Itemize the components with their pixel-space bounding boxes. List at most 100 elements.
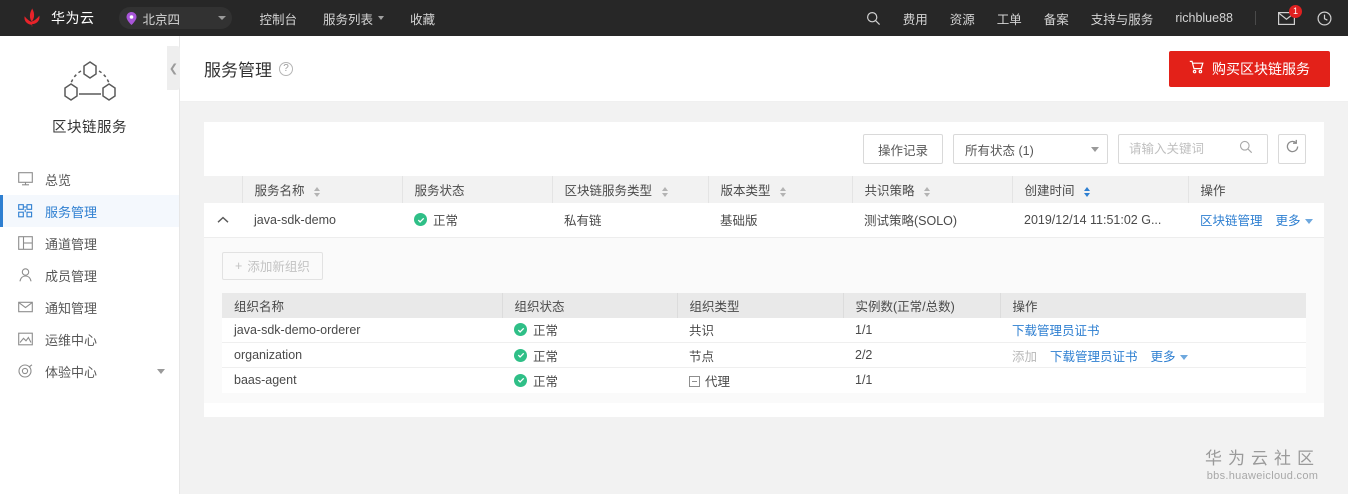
account-username[interactable]: richblue88 (1175, 11, 1233, 25)
col-chain-type[interactable]: 区块链服务类型 (552, 176, 709, 203)
search-icon[interactable] (866, 11, 881, 26)
nav-billing[interactable]: 费用 (902, 12, 928, 27)
nav-icp[interactable]: 备案 (1043, 12, 1069, 27)
service-table-header-row: 服务名称 服务状态 区块链服务类型 版本类型 (204, 176, 1324, 203)
cell-org-type: 共识 (677, 317, 843, 343)
region-selector[interactable]: 北京四 (118, 7, 232, 29)
row-expand-toggle[interactable] (204, 203, 242, 238)
cell-org-name: organization (222, 342, 502, 368)
sidebar-item-label: 运维中心 (45, 332, 98, 348)
agent-box-icon (689, 375, 700, 387)
sort-icon[interactable] (661, 186, 668, 197)
brand-name: 华为云 (51, 10, 95, 26)
status-filter-select[interactable]: 所有状态 (1) (953, 134, 1108, 164)
cell-org-instances: 1/1 (843, 367, 1000, 393)
cell-org-status: 正常 (502, 342, 677, 368)
search-input[interactable] (1129, 142, 1239, 156)
nav-favorites[interactable]: 收藏 (410, 12, 436, 27)
sidebar-item-service-management[interactable]: 服务管理 (0, 195, 179, 227)
blockchain-hexagon-icon (54, 58, 126, 110)
nav-resources[interactable]: 资源 (949, 12, 975, 27)
blockchain-management-link[interactable]: 区块链管理 (1200, 214, 1263, 229)
cell-actions: 区块链管理 更多 (1188, 203, 1324, 238)
cart-icon (1189, 60, 1204, 77)
col-org-name: 组织名称 (222, 292, 503, 318)
search-icon[interactable] (1239, 140, 1253, 159)
sidebar: 区块链服务 总览 服务管理 通道管理 (0, 36, 180, 494)
more-actions-menu[interactable]: 更多 (1276, 210, 1313, 229)
sidebar-item-ops-center[interactable]: 运维中心 (0, 323, 179, 355)
nav-service-list[interactable]: 服务列表 (323, 9, 385, 28)
chevron-down-icon (1179, 354, 1188, 360)
cell-org-name: baas-agent (222, 367, 502, 393)
col-consensus[interactable]: 共识策略 (852, 176, 1013, 203)
chevron-down-icon (1091, 146, 1099, 152)
question-mark-icon[interactable]: ? (279, 61, 293, 76)
nav-console[interactable]: 控制台 (259, 12, 298, 27)
chevron-down-icon (1304, 219, 1313, 225)
plus-icon: + (235, 258, 243, 273)
download-admin-cert-link[interactable]: 下载管理员证书 (1012, 324, 1100, 339)
col-edition[interactable]: 版本类型 (708, 176, 853, 203)
more-actions-menu[interactable]: 更多 (1151, 346, 1188, 365)
main-content: 服务管理 ? 购买区块链服务 操作记录 所有状态 (1) (180, 36, 1348, 494)
col-service-name[interactable]: 服务名称 (242, 176, 403, 203)
status-label: 正常 (533, 324, 559, 339)
status-label: 正常 (533, 374, 559, 389)
organization-table-header-row: 组织名称 组织状态 组织类型 实例数(正常/总数) 操作 (222, 292, 1306, 318)
col-actions: 操作 (1188, 176, 1324, 203)
organization-panel: + 添加新组织 组织名称 组织状态 组织类型 (204, 237, 1324, 403)
refresh-icon (1285, 139, 1300, 159)
cell-org-actions: 下载管理员证书 (1000, 317, 1306, 343)
cell-service-status: 正常 (402, 203, 552, 238)
header-nav-left: 控制台 服务列表 收藏 (260, 9, 436, 28)
buy-blockchain-service-button[interactable]: 购买区块链服务 (1169, 50, 1330, 87)
check-circle-icon (514, 348, 527, 362)
chevron-up-icon (217, 213, 229, 227)
sidebar-item-overview[interactable]: 总览 (0, 163, 179, 195)
sidebar-item-label: 体验中心 (45, 364, 98, 380)
sort-icon[interactable] (780, 186, 786, 197)
sidebar-item-channel-management[interactable]: 通道管理 (0, 227, 179, 259)
col-org-instances: 实例数(正常/总数) (843, 292, 1001, 318)
nav-tickets[interactable]: 工单 (996, 12, 1022, 27)
sidebar-item-member-management[interactable]: 成员管理 (0, 259, 179, 291)
sort-icon[interactable] (314, 186, 320, 197)
dashboard-icon (18, 171, 36, 187)
brand-logo[interactable]: 华为云 (20, 7, 95, 29)
table-row: organization 正常 节点 (222, 342, 1306, 368)
refresh-button[interactable] (1278, 134, 1306, 164)
cell-org-status: 正常 (502, 367, 677, 393)
mail-icon[interactable]: 1 (1278, 4, 1302, 25)
sort-icon[interactable] (924, 186, 930, 197)
nav-support[interactable]: 支持与服务 (1090, 12, 1154, 27)
cell-consensus: 测试策略(SOLO) (852, 203, 1012, 238)
download-admin-cert-link[interactable]: 下载管理员证书 (1050, 349, 1138, 364)
chevron-left-icon: ❮ (168, 62, 179, 75)
sidebar-collapse-button[interactable]: ❮ (167, 46, 180, 90)
add-organization-button[interactable]: + 添加新组织 (222, 251, 323, 280)
clock-icon[interactable] (1317, 10, 1332, 26)
cell-org-type: 节点 (677, 342, 843, 368)
cell-org-status: 正常 (502, 317, 677, 343)
col-org-status: 组织状态 (502, 292, 678, 318)
cell-org-type: 代理 (677, 367, 843, 393)
check-circle-icon (414, 213, 427, 227)
add-link: 添加 (1012, 349, 1038, 364)
cell-org-instances: 1/1 (843, 317, 1000, 343)
col-service-status: 服务状态 (402, 176, 553, 203)
sidebar-item-notification-management[interactable]: 通知管理 (0, 291, 179, 323)
table-row: java-sdk-demo 正常 私有链 基础版 (204, 203, 1324, 238)
sidebar-item-label: 通道管理 (45, 236, 98, 252)
sort-icon[interactable] (1084, 186, 1090, 197)
cell-service-name: java-sdk-demo (242, 203, 402, 238)
chevron-down-icon (157, 368, 165, 374)
location-pin-icon (126, 11, 137, 25)
sidebar-item-experience-center[interactable]: 体验中心 (0, 355, 179, 387)
check-circle-icon (514, 323, 527, 337)
header-nav-right: 费用 资源 工单 备案 支持与服务 richblue88 1 (866, 4, 1348, 28)
operation-log-button[interactable]: 操作记录 (862, 134, 943, 164)
search-box[interactable] (1118, 134, 1268, 164)
col-created-time[interactable]: 创建时间 (1012, 176, 1189, 203)
